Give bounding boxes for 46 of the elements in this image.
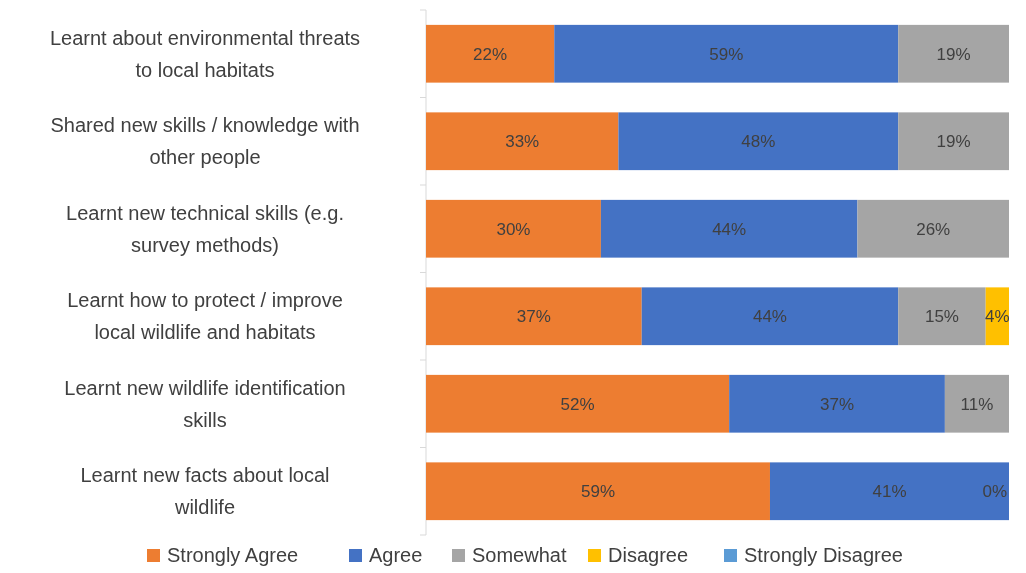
data-label: 48% [741, 132, 776, 152]
data-label: 59% [580, 482, 615, 502]
bar [426, 462, 770, 521]
legend-label: Strongly Disagree [744, 544, 903, 566]
data-label: 30% [496, 219, 531, 239]
data-label: 26% [916, 219, 951, 239]
bar [426, 374, 730, 433]
data-label: 52% [560, 394, 595, 414]
y-tick-label: Shared new skills / knowledge with other people [50, 114, 360, 169]
data-label: 33% [505, 132, 540, 152]
legend-label: Strongly Agree [167, 544, 299, 566]
bar [426, 24, 555, 83]
y-tick-label: Learnt how to protect / improve local wildlife and habitats [67, 289, 343, 344]
legend-label: Disagree [608, 544, 689, 566]
data-label: 11% [960, 394, 994, 414]
data-label: 15% [924, 307, 959, 327]
data-label: 37% [820, 394, 855, 414]
bar [426, 112, 619, 171]
bar [426, 287, 642, 346]
y-tick-label: Learnt new facts about local wildlife [80, 464, 330, 519]
data-label: 22% [473, 44, 508, 64]
bar [898, 112, 1009, 171]
bar [729, 374, 945, 433]
y-tick-label: Learnt about environmental threats to local habitats [49, 26, 361, 81]
data-label: 59% [709, 44, 744, 64]
legend-label: Somewhat [472, 544, 567, 566]
y-tick-label: Learnt new technical skills (e.g. survey methods) [66, 201, 344, 256]
data-label: 37% [516, 307, 551, 327]
bar [600, 199, 858, 258]
bar [641, 287, 899, 346]
y-tick-label: Learnt new wildlife identification skills [64, 376, 346, 431]
bar [769, 462, 1009, 521]
data-label: 41% [872, 482, 907, 502]
legend-label: Agree [369, 544, 423, 566]
bar [426, 199, 601, 258]
bar [944, 374, 1009, 433]
data-label: 44% [712, 219, 747, 239]
bar [898, 287, 986, 346]
bar [898, 24, 1009, 83]
data-label: 44% [752, 307, 787, 327]
data-label: 19% [936, 132, 971, 152]
bar [618, 112, 899, 171]
bar [857, 199, 1009, 258]
data-label: 0% [982, 482, 1007, 502]
bar [554, 24, 899, 83]
data-label: 19% [936, 44, 971, 64]
